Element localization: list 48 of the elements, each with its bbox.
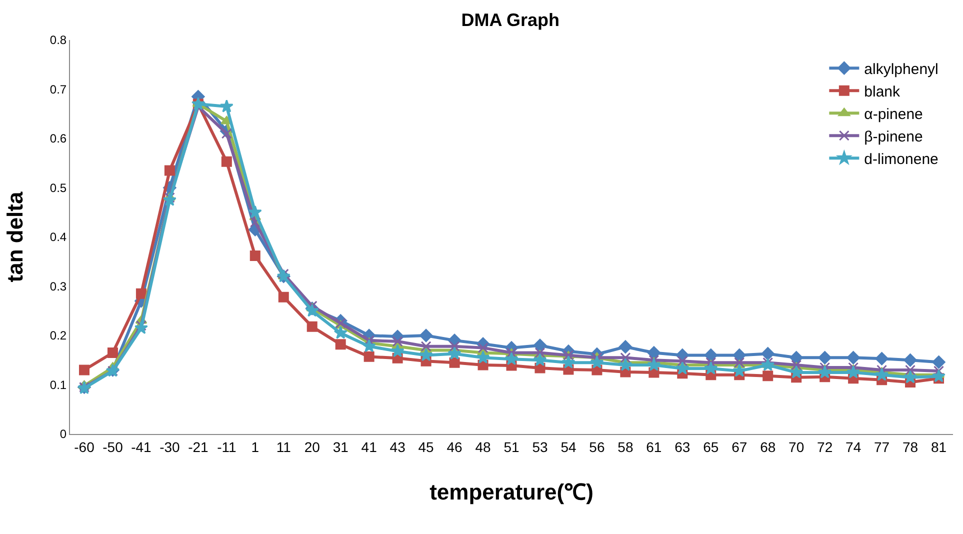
x-tick-label: 58 (618, 438, 634, 455)
legend-label: α-pinene (864, 106, 923, 123)
x-axis-title: temperature(℃) (430, 480, 594, 505)
y-tick-label: 0.8 (50, 33, 67, 48)
x-tick-label: 11 (276, 438, 292, 455)
y-tick-label: 0.3 (50, 279, 67, 294)
x-tick-label: 63 (674, 438, 690, 455)
y-tick-label: 0.1 (50, 378, 67, 392)
x-tick-label: 48 (475, 438, 492, 455)
x-tick-label: 31 (332, 438, 349, 455)
x-tick-label: 53 (532, 438, 548, 455)
x-tick-label: 45 (418, 438, 434, 455)
x-tick-label: -41 (131, 438, 152, 455)
x-tick-label: 61 (646, 438, 662, 455)
x-tick-label: 56 (589, 438, 605, 455)
x-tick-label: 54 (560, 438, 576, 455)
x-tick-label: 81 (930, 438, 947, 455)
x-tick-label: 20 (304, 438, 320, 455)
x-tick-label: 1 (251, 438, 260, 455)
x-tick-label: -11 (217, 438, 236, 455)
x-tick-label: -21 (188, 438, 209, 455)
x-tick-label: 43 (390, 438, 406, 455)
y-tick-label: 0.6 (50, 132, 67, 146)
x-tick-label: 74 (846, 438, 862, 455)
y-tick-label: 0.2 (50, 328, 67, 343)
legend-label: d-limonene (864, 150, 938, 168)
legend-label: alkylphenyl (864, 60, 938, 78)
y-tick-label: 0.7 (50, 82, 67, 96)
y-axis-title: tan delta (2, 191, 28, 282)
x-tick-label: -60 (74, 438, 95, 455)
x-tick-label: 51 (504, 438, 520, 455)
x-tick-label: 72 (817, 438, 833, 455)
y-tick-label: 0 (60, 427, 67, 442)
x-tick-label: -30 (160, 438, 180, 455)
y-tick-label: 0.4 (50, 230, 67, 244)
chart-title: DMA Graph (461, 10, 560, 30)
x-tick-label: -50 (102, 438, 124, 455)
x-tick-label: 46 (446, 438, 463, 455)
x-tick-label: 65 (703, 438, 719, 455)
x-tick-label: 67 (732, 438, 748, 455)
legend-label: blank (864, 83, 901, 100)
legend-label: β-pinene (864, 128, 923, 146)
x-tick-label: 70 (788, 438, 804, 455)
x-tick-label: 77 (874, 438, 890, 455)
y-tick-label: 0.5 (50, 180, 67, 195)
x-tick-label: 41 (361, 438, 378, 455)
x-tick-label: 78 (902, 438, 918, 455)
x-tick-label: 68 (760, 438, 776, 455)
